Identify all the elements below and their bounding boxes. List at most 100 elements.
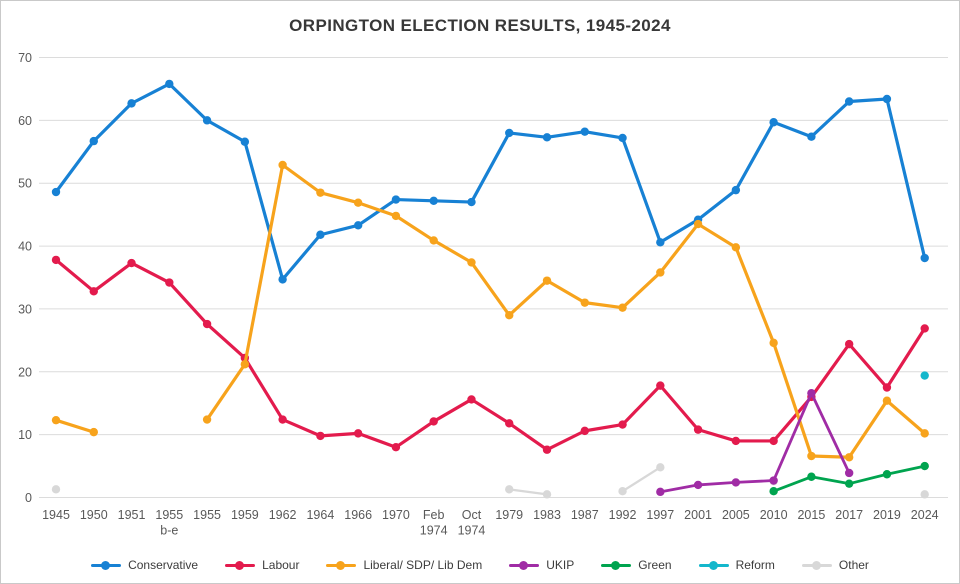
legend-label: Labour: [262, 558, 300, 572]
x-axis-tick-label: 1951: [118, 508, 146, 522]
data-point-labour: [391, 443, 401, 452]
data-point-liberal-sdp-lib-dem: [51, 415, 61, 425]
data-point-labour: [542, 445, 552, 454]
x-axis-tick-label: 1997: [646, 508, 674, 522]
data-point-ukip: [731, 478, 741, 487]
data-point-ukip: [769, 476, 778, 485]
data-point-liberal-sdp-lib-dem: [656, 268, 665, 277]
data-point-labour: [353, 429, 363, 438]
x-axis-tick-label: 1955 b-e: [155, 508, 183, 538]
x-axis-tick-label: 2001: [684, 508, 712, 522]
data-point-ukip: [693, 480, 703, 490]
data-point-conservative: [429, 196, 438, 206]
data-point-labour: [429, 417, 438, 426]
data-point-liberal-sdp-lib-dem: [505, 311, 514, 320]
data-point-conservative: [278, 275, 287, 284]
legend-label: Liberal/ SDP/ Lib Dem: [363, 558, 483, 572]
data-point-other: [505, 485, 514, 494]
x-axis-tick-label: 2024: [911, 508, 939, 522]
data-point-reform: [920, 371, 929, 380]
data-point-green: [769, 487, 778, 496]
series-line-liberal-sdp-lib-dem: [54, 418, 96, 434]
legend-label: Conservative: [128, 558, 199, 572]
x-axis-tick-label: Oct 1974: [458, 508, 486, 538]
series-line-labour: [54, 258, 927, 452]
x-axis-tick-label: 2005: [722, 508, 750, 522]
data-point-green: [882, 470, 892, 479]
data-point-liberal-sdp-lib-dem: [920, 429, 929, 438]
x-axis-tick-label: 1983: [533, 508, 561, 522]
data-point-liberal-sdp-lib-dem: [807, 451, 816, 461]
data-point-liberal-sdp-lib-dem: [240, 360, 250, 369]
data-point-other: [656, 463, 665, 472]
data-point-labour: [278, 415, 287, 424]
legend-marker-icon: [601, 560, 632, 570]
legend-label: Other: [838, 558, 869, 572]
y-axis-tick-label: 40: [18, 240, 32, 254]
data-point-conservative: [656, 238, 665, 247]
data-point-other: [51, 485, 61, 494]
data-point-conservative: [618, 133, 627, 143]
data-point-liberal-sdp-lib-dem: [618, 303, 627, 312]
series-line-ukip: [658, 391, 851, 494]
data-point-liberal-sdp-lib-dem: [391, 211, 401, 221]
data-point-labour: [127, 258, 136, 268]
legend-item-green: Green: [601, 558, 672, 572]
legend-marker-icon: [509, 560, 540, 570]
data-point-liberal-sdp-lib-dem: [202, 415, 212, 424]
data-point-green: [844, 479, 854, 488]
data-point-labour: [769, 436, 778, 446]
data-point-conservative: [467, 197, 476, 207]
x-axis-tick-label: 1964: [306, 508, 334, 522]
data-point-labour: [51, 255, 61, 265]
data-point-liberal-sdp-lib-dem: [580, 298, 589, 307]
data-point-labour: [882, 383, 892, 392]
data-point-labour: [844, 339, 854, 349]
legend-marker-icon: [225, 560, 256, 570]
data-point-conservative: [731, 185, 741, 195]
data-point-conservative: [882, 94, 892, 104]
x-axis-tick-label: 1987: [571, 508, 599, 522]
data-point-conservative: [51, 187, 61, 197]
data-point-liberal-sdp-lib-dem: [429, 236, 438, 245]
legend-item-other: Other: [801, 558, 869, 572]
data-point-liberal-sdp-lib-dem: [769, 338, 778, 348]
data-point-labour: [656, 381, 665, 390]
data-point-ukip: [844, 468, 854, 478]
data-point-conservative: [542, 133, 552, 142]
series-line-liberal-sdp-lib-dem: [205, 163, 927, 459]
data-point-conservative: [920, 253, 929, 263]
legend-item-labour: Labour: [225, 558, 299, 572]
data-point-green: [807, 472, 816, 481]
legend-marker-icon: [698, 560, 729, 570]
x-axis-tick-label: 1966: [344, 508, 372, 522]
data-point-other: [542, 490, 552, 499]
y-axis-tick-label: 60: [18, 114, 32, 128]
data-point-labour: [89, 287, 98, 296]
legend-label: Reform: [735, 558, 775, 572]
y-axis-tick-label: 0: [25, 491, 32, 505]
data-point-liberal-sdp-lib-dem: [882, 396, 892, 405]
data-point-conservative: [165, 79, 174, 89]
data-point-conservative: [807, 132, 816, 141]
data-point-conservative: [240, 137, 250, 146]
data-point-liberal-sdp-lib-dem: [353, 198, 363, 207]
legend-label: UKIP: [546, 558, 575, 572]
data-point-liberal-sdp-lib-dem: [844, 453, 854, 462]
data-point-conservative: [316, 230, 325, 239]
x-axis-tick-label: 1950: [80, 508, 108, 522]
x-axis-tick-label: 1979: [495, 508, 523, 522]
data-point-liberal-sdp-lib-dem: [731, 243, 741, 252]
data-point-liberal-sdp-lib-dem: [693, 219, 703, 229]
y-axis-tick-label: 20: [18, 365, 32, 379]
legend-item-ukip: UKIP: [509, 558, 574, 572]
data-point-labour: [920, 324, 929, 333]
data-point-labour: [316, 431, 325, 441]
data-point-conservative: [89, 136, 98, 146]
y-axis-tick-label: 30: [18, 302, 32, 316]
data-point-labour: [580, 426, 589, 436]
legend-item-conservative: Conservative: [91, 558, 198, 572]
x-axis-tick-label: 1945: [42, 508, 70, 522]
y-axis-tick-label: 70: [18, 51, 32, 65]
data-point-conservative: [353, 221, 363, 230]
